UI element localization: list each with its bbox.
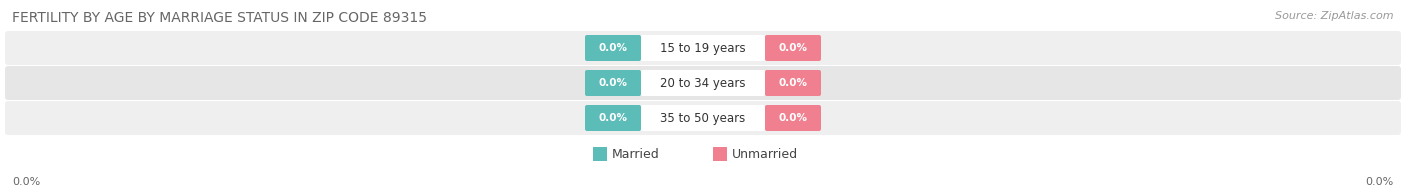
Text: FERTILITY BY AGE BY MARRIAGE STATUS IN ZIP CODE 89315: FERTILITY BY AGE BY MARRIAGE STATUS IN Z… <box>13 11 427 25</box>
FancyBboxPatch shape <box>6 66 1400 100</box>
Text: 0.0%: 0.0% <box>779 43 807 53</box>
FancyBboxPatch shape <box>6 31 1400 65</box>
Text: 0.0%: 0.0% <box>599 43 627 53</box>
FancyBboxPatch shape <box>585 70 641 96</box>
FancyBboxPatch shape <box>641 35 765 61</box>
Text: 0.0%: 0.0% <box>599 113 627 123</box>
FancyBboxPatch shape <box>765 105 821 131</box>
FancyBboxPatch shape <box>641 105 765 131</box>
FancyBboxPatch shape <box>641 70 765 96</box>
Text: Source: ZipAtlas.com: Source: ZipAtlas.com <box>1275 11 1393 21</box>
Text: 0.0%: 0.0% <box>779 78 807 88</box>
Text: 0.0%: 0.0% <box>1365 177 1393 187</box>
Text: 35 to 50 years: 35 to 50 years <box>661 112 745 124</box>
Text: Married: Married <box>612 148 659 161</box>
Text: 0.0%: 0.0% <box>779 113 807 123</box>
FancyBboxPatch shape <box>765 35 821 61</box>
FancyBboxPatch shape <box>585 105 641 131</box>
FancyBboxPatch shape <box>765 70 821 96</box>
Text: Unmarried: Unmarried <box>733 148 799 161</box>
FancyBboxPatch shape <box>593 147 607 161</box>
Text: 15 to 19 years: 15 to 19 years <box>661 42 745 54</box>
FancyBboxPatch shape <box>713 147 727 161</box>
FancyBboxPatch shape <box>6 101 1400 135</box>
Text: 0.0%: 0.0% <box>599 78 627 88</box>
Text: 0.0%: 0.0% <box>13 177 41 187</box>
FancyBboxPatch shape <box>585 35 641 61</box>
Text: 20 to 34 years: 20 to 34 years <box>661 76 745 90</box>
